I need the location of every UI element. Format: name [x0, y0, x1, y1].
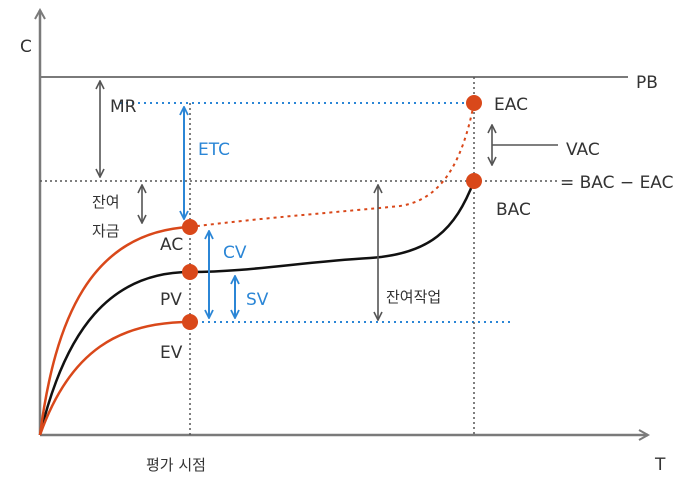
remaining-funds-label-line1: 잔여: [92, 193, 120, 211]
pv-point: [182, 264, 198, 280]
pv-curve: [38, 180, 476, 436]
pb-label: PB: [636, 73, 658, 93]
ev-point: [182, 314, 198, 330]
remaining-work-label: 잔여작업: [386, 288, 441, 306]
pv-label: PV: [160, 290, 182, 310]
etc-label: ETC: [198, 140, 230, 160]
eac-label: EAC: [494, 95, 528, 115]
bac-label: BAC: [496, 200, 531, 220]
ac-curve: [38, 225, 191, 436]
mr-label: MR: [110, 97, 137, 117]
ev-label: EV: [160, 343, 183, 363]
bac-point: [466, 173, 482, 189]
eac-point: [466, 95, 482, 111]
sv-label: SV: [246, 290, 269, 310]
ev-curve: [38, 320, 191, 436]
vac-formula: = BAC − EAC: [560, 173, 674, 193]
remaining-funds-label-line2: 자금: [92, 222, 120, 240]
x-axis-label: T: [654, 455, 666, 475]
ac-point: [182, 219, 198, 235]
ac-label: AC: [160, 235, 183, 255]
vac-label: VAC: [566, 140, 600, 160]
evaluation-point-label: 평가 시점: [146, 456, 206, 474]
cv-label: CV: [223, 243, 247, 263]
y-axis-label: C: [20, 37, 32, 57]
ac-forecast-curve: [189, 102, 475, 228]
